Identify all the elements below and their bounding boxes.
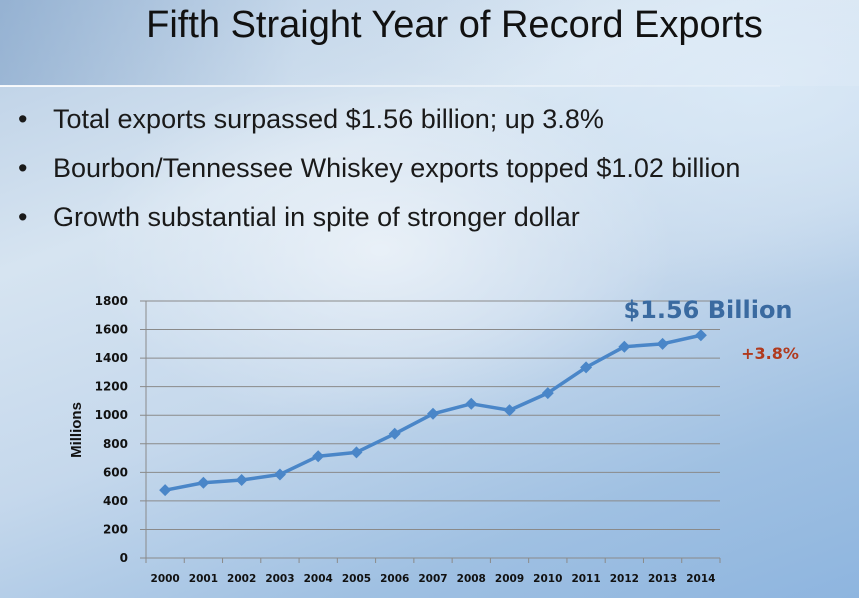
- growth-annotation: +3.8%: [741, 344, 799, 363]
- series-points: [159, 329, 707, 497]
- y-axis-ticks: 0 200 400 600 800 1000 1200 1400 1600 1800: [95, 294, 128, 565]
- y-tick-label: 1600: [95, 323, 128, 337]
- y-tick-label: 1000: [95, 408, 128, 422]
- bullet-glyph: •: [18, 104, 28, 134]
- bullet-list: • Total exports surpassed $1.56 billion; …: [18, 104, 740, 251]
- data-point: [503, 404, 516, 417]
- data-point: [427, 407, 439, 420]
- data-point: [159, 484, 172, 497]
- y-tick-label: 200: [103, 522, 128, 536]
- data-point: [541, 387, 554, 400]
- x-tick-label: 2012: [610, 573, 639, 585]
- data-point: [694, 329, 707, 342]
- y-tick-label: 600: [103, 465, 128, 479]
- data-point: [580, 361, 593, 374]
- x-tick-label: 2005: [342, 573, 371, 585]
- bullet-item: • Bourbon/Tennessee Whiskey exports toppe…: [18, 153, 740, 202]
- bullet-item: • Total exports surpassed $1.56 billion; …: [18, 104, 740, 153]
- x-tick-label: 2009: [495, 573, 524, 585]
- data-point: [235, 474, 248, 487]
- bullet-text: Growth substantial in spite of stronger …: [53, 202, 580, 232]
- x-axis-ticks: 2000 2001 2002 2003 2004 2005 2006 2007 2008 2009…: [151, 573, 716, 585]
- bullet-glyph: •: [18, 202, 28, 232]
- x-tick-label: 2003: [265, 573, 294, 585]
- data-point: [656, 337, 669, 350]
- y-tick-label: 400: [103, 494, 128, 508]
- x-tick-label: 2010: [533, 573, 562, 585]
- total-annotation: $1.56 Billion: [623, 296, 792, 324]
- x-tick-label: 2000: [151, 573, 180, 585]
- data-point: [273, 468, 286, 481]
- x-tick-label: 2008: [457, 573, 486, 585]
- data-point: [465, 397, 478, 410]
- data-point: [350, 446, 363, 459]
- x-tick-label: 2014: [686, 573, 715, 585]
- y-tick-label: 0: [120, 551, 128, 565]
- x-tick-label: 2011: [571, 573, 600, 585]
- y-tick-label: 1800: [95, 294, 128, 308]
- title-band: [0, 0, 859, 86]
- slide-title: Fifth Straight Year of Record Exports: [146, 4, 763, 46]
- title-divider: [0, 85, 780, 87]
- bullet-item: • Growth substantial in spite of stronger…: [18, 202, 740, 251]
- y-tick-label: 800: [103, 437, 128, 451]
- data-point: [388, 427, 401, 440]
- bullet-text: Total exports surpassed $1.56 billion; u…: [53, 104, 604, 134]
- bullet-glyph: •: [18, 153, 28, 183]
- chart-grid: [140, 300, 721, 563]
- data-point: [618, 340, 631, 353]
- x-tick-label: 2004: [304, 573, 333, 585]
- x-tick-label: 2002: [227, 573, 256, 585]
- x-tick-label: 2001: [189, 573, 218, 585]
- y-axis-label: Millions: [68, 402, 85, 458]
- data-point: [197, 476, 210, 489]
- x-tick-label: 2013: [648, 573, 677, 585]
- x-tick-label: 2006: [380, 573, 409, 585]
- x-tick-label: 2007: [418, 573, 447, 585]
- y-tick-label: 1200: [95, 380, 128, 394]
- bullet-text: Bourbon/Tennessee Whiskey exports topped…: [53, 153, 741, 183]
- data-point: [312, 450, 325, 463]
- y-tick-label: 1400: [95, 351, 128, 365]
